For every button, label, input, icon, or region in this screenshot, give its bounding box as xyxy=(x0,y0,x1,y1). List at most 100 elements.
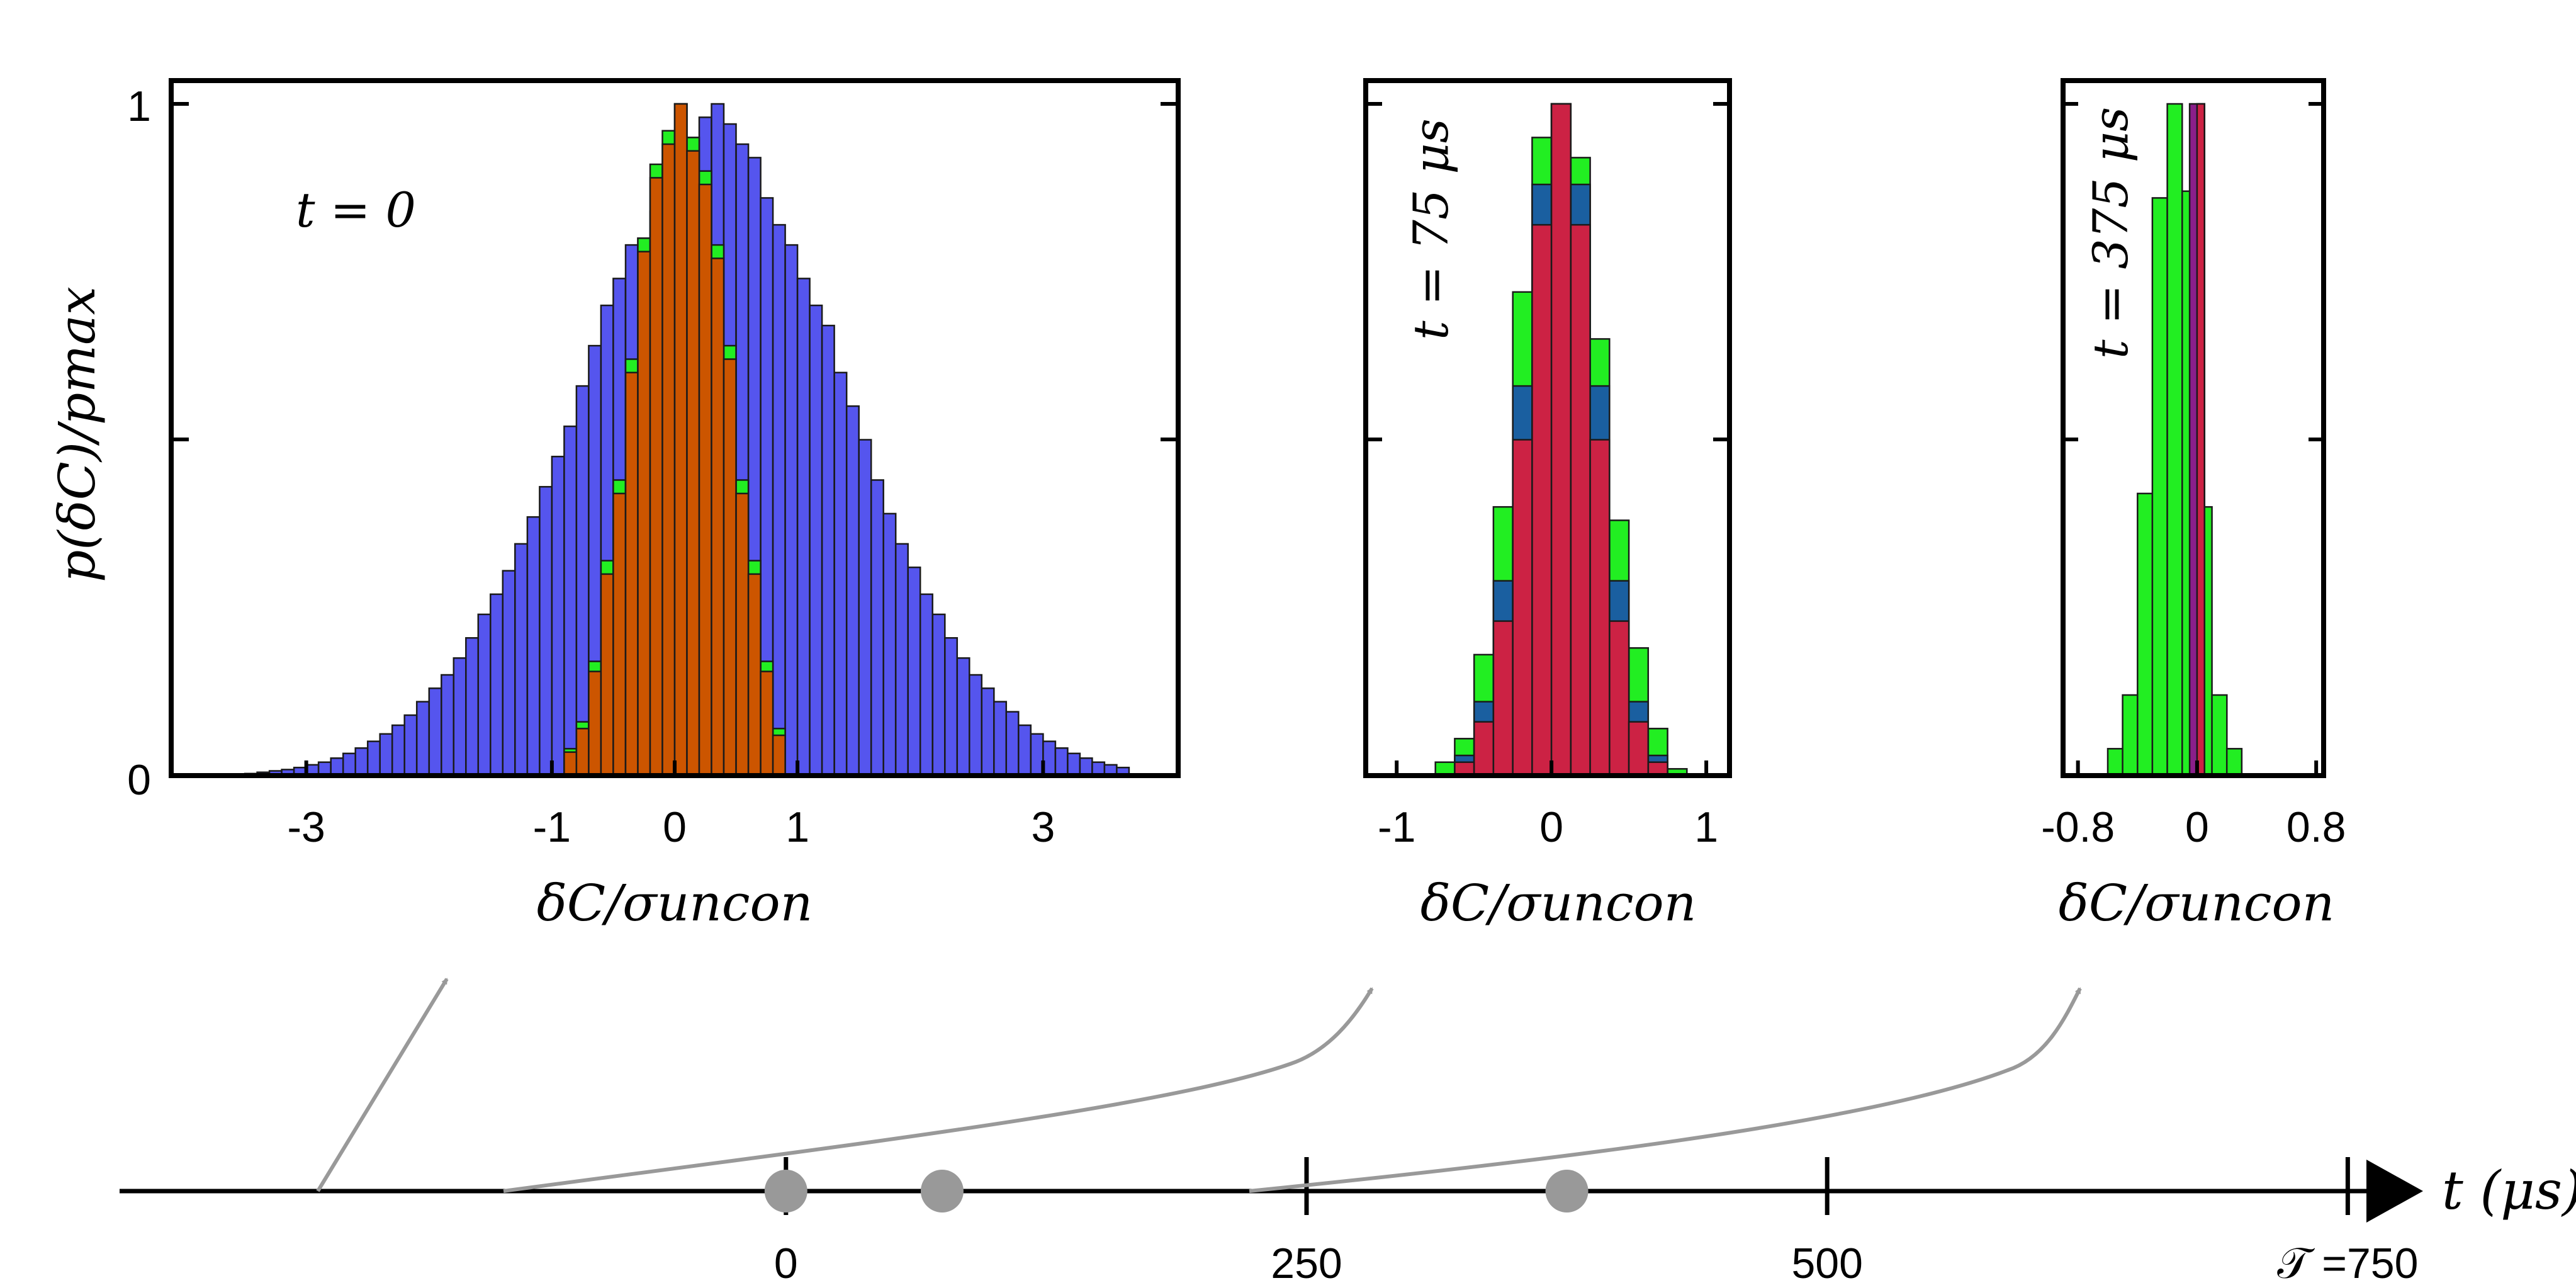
x-tick-label: 1 xyxy=(785,803,809,851)
x-tick-label: -1 xyxy=(1378,803,1415,851)
histogram-bar-blue xyxy=(477,613,492,777)
histogram-bar-red xyxy=(2196,103,2205,777)
histogram-bar-red xyxy=(1609,620,1630,777)
histogram-bar-orange xyxy=(711,257,725,777)
histogram-bar-blue xyxy=(1054,747,1069,777)
histogram-bar-orange xyxy=(661,143,676,777)
histogram-bar-blue xyxy=(870,479,884,777)
histogram-bar-blue xyxy=(342,752,356,777)
histogram-bar-blue xyxy=(366,740,381,777)
histogram-bar-orange xyxy=(600,573,614,777)
x-axis-label: δC/σuncon xyxy=(537,874,813,932)
histogram-bar-blue xyxy=(465,637,480,777)
histogram-panel-t0: -3 -1 0 1 3 t = 0 p(δC)/pmax δC/σuncon 1 0 xyxy=(48,78,1181,932)
connector-arrow-t75 xyxy=(503,987,1374,1193)
time-marker xyxy=(764,1170,807,1212)
histogram-bar-blue xyxy=(526,516,541,777)
plot-frame xyxy=(2061,78,2326,778)
histogram-bar-blue xyxy=(981,687,995,777)
histogram-bar-red xyxy=(1570,223,1591,777)
histogram-bar-blue xyxy=(514,543,529,777)
histogram-bar-red xyxy=(1512,439,1533,777)
histogram-bar-red xyxy=(1628,721,1650,777)
histogram-bars xyxy=(244,103,1130,777)
x-tick-label: 0.8 xyxy=(2286,803,2346,851)
histogram-bar-blue xyxy=(330,757,344,777)
histogram-bar-blue xyxy=(894,543,909,777)
histogram-bar-blue xyxy=(931,613,946,777)
histogram-bar-orange xyxy=(698,183,712,777)
plot-frame xyxy=(1363,78,1732,778)
histogram-bar-blue xyxy=(944,637,959,777)
histogram-bar-red xyxy=(1550,103,1572,777)
histogram-bar-orange xyxy=(686,150,700,777)
y-axis-label: p(δC)/pmax xyxy=(48,286,106,582)
histogram-bar-green xyxy=(2106,748,2123,777)
histogram-bar-orange xyxy=(673,103,688,777)
annotation-t375: t = 375 μs xyxy=(2083,107,2139,359)
y-tick-label-1: 1 xyxy=(127,82,151,130)
x-ticks: -0.8 0 0.8 xyxy=(2041,760,2346,851)
histogram-bar-blue xyxy=(539,485,553,777)
histogram-bar-blue xyxy=(772,223,786,777)
time-axis-arrowhead xyxy=(2366,1160,2423,1223)
histogram-bar-blue xyxy=(882,512,897,777)
histogram-bar-orange xyxy=(723,358,737,777)
histogram-bar-blue xyxy=(575,385,590,777)
histogram-bars xyxy=(2106,103,2243,777)
time-marker xyxy=(920,1170,964,1212)
x-tick-label: -1 xyxy=(533,803,571,851)
histogram-bar-blue xyxy=(919,593,933,777)
time-marker xyxy=(1545,1170,1589,1212)
histogram-bar-blue xyxy=(415,701,430,777)
time-markers xyxy=(764,1170,1589,1212)
histogram-bar-blue xyxy=(441,674,455,777)
y-tick-label-0: 0 xyxy=(127,756,151,804)
histogram-bar-blue xyxy=(428,687,442,777)
annotation-t0: t = 0 xyxy=(296,182,416,238)
time-tick-label: 0 xyxy=(774,1240,798,1283)
histogram-bar-blue xyxy=(833,371,848,777)
histogram-bar-green xyxy=(2166,103,2183,777)
histogram-bar-blue xyxy=(858,439,872,777)
histogram-bar-green xyxy=(2225,748,2243,777)
histogram-panel-t75: -1 0 1 t = 75 μs δC/σuncon xyxy=(1363,78,1732,932)
histogram-bar-blue xyxy=(490,593,504,777)
histogram-bar-orange xyxy=(760,670,774,777)
histogram-bar-blue xyxy=(969,674,983,777)
histogram-bar-blue xyxy=(1005,711,1020,777)
histogram-panel-t375: -0.8 0 0.8 t = 375 μs δC/σuncon xyxy=(2041,78,2346,932)
connector-arrow-t375 xyxy=(1249,987,2082,1193)
x-tick-label: 0 xyxy=(2185,803,2209,851)
histogram-bar-orange xyxy=(612,492,627,777)
histogram-bar-orange xyxy=(624,371,639,777)
histogram-bar-orange xyxy=(649,177,663,777)
histogram-bar-orange xyxy=(588,670,602,777)
histogram-bar-red xyxy=(1589,439,1611,777)
histogram-bar-blue xyxy=(821,324,835,777)
histogram-bar-blue xyxy=(551,455,565,777)
histogram-bar-blue xyxy=(379,733,393,777)
histogram-bar-red xyxy=(1473,721,1495,777)
x-axis-label: δC/σuncon xyxy=(2059,874,2334,932)
histogram-bar-blue xyxy=(403,714,418,777)
histogram-bar-orange xyxy=(575,728,590,777)
histogram-bar-blue xyxy=(907,566,921,777)
x-axis-label: δC/σuncon xyxy=(1420,874,1696,932)
histogram-bar-blue xyxy=(502,570,516,777)
time-axis-label: t (μs) xyxy=(2442,1160,2576,1221)
histogram-bar-blue xyxy=(453,657,467,777)
histogram-bar-blue xyxy=(993,701,1008,777)
histogram-bar-red xyxy=(1531,223,1553,777)
histogram-bar-blue xyxy=(956,657,970,777)
histogram-bar-blue xyxy=(354,747,369,777)
x-tick-label: 3 xyxy=(1031,803,1055,851)
histogram-bar-red xyxy=(1492,620,1514,777)
histogram-bar-orange xyxy=(735,492,750,777)
histogram-bars xyxy=(1434,103,1688,777)
histogram-bar-orange xyxy=(637,251,651,777)
histogram-bar-orange xyxy=(563,751,578,777)
histogram-bar-blue xyxy=(1079,757,1093,777)
histogram-bar-blue xyxy=(809,304,823,777)
histogram-bar-green xyxy=(2211,694,2228,777)
